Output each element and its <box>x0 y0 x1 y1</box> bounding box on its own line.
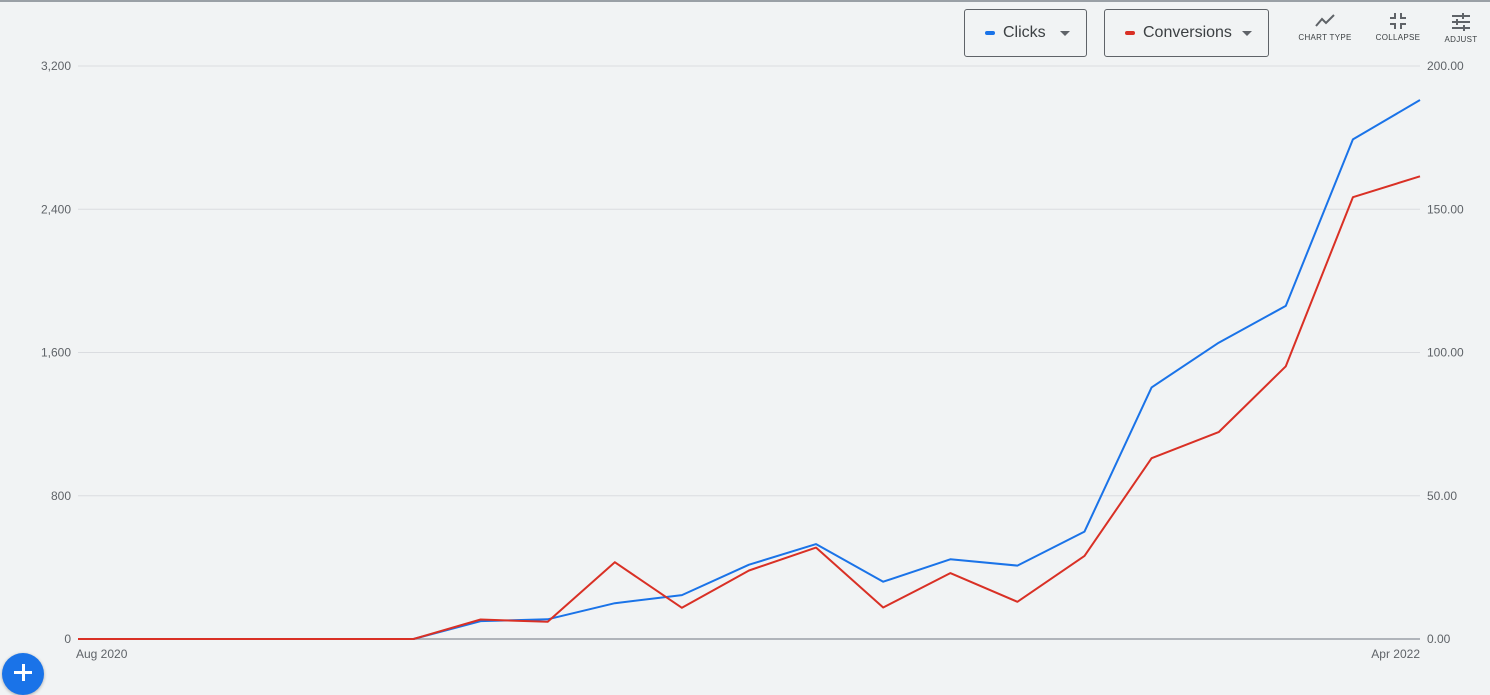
x-axis-tick-label: Apr 2022 <box>1371 647 1420 661</box>
adjust-label: ADJUST <box>1444 35 1478 44</box>
tune-icon <box>1452 13 1470 31</box>
top-divider <box>0 0 1490 2</box>
right-axis-tick-label: 100.00 <box>1427 346 1464 360</box>
series-line-clicks <box>78 99 1421 640</box>
left-axis-tick-label: 0 <box>64 632 71 646</box>
metric1-dropdown[interactable]: Clicks <box>964 9 1087 57</box>
left-axis-tick-label: 800 <box>51 489 71 503</box>
metric1-color-swatch <box>985 31 995 35</box>
line-chart-icon <box>1315 14 1335 27</box>
collapse-button[interactable]: COLLAPSE <box>1372 12 1424 42</box>
right-axis-tick-label: 0.00 <box>1427 632 1451 646</box>
left-axis-tick-label: 3,200 <box>41 59 71 73</box>
metric2-label: Conversions <box>1143 24 1232 41</box>
caret-down-icon <box>1060 30 1070 36</box>
plus-icon-stroke <box>21 664 25 681</box>
series-line-conversions <box>78 175 1421 640</box>
chart-type-label: CHART TYPE <box>1298 33 1352 42</box>
metric1-label: Clicks <box>1003 24 1046 41</box>
collapse-label: COLLAPSE <box>1375 33 1421 42</box>
right-axis-tick-label: 200.00 <box>1427 59 1464 73</box>
metric2-dropdown[interactable]: Conversions <box>1104 9 1269 57</box>
right-axis-tick-label: 50.00 <box>1427 489 1457 503</box>
x-axis-tick-label: Aug 2020 <box>76 647 128 661</box>
adjust-button[interactable]: ADJUST <box>1438 12 1484 44</box>
right-axis-tick-label: 150.00 <box>1427 202 1464 216</box>
caret-down-icon <box>1242 30 1252 36</box>
add-fab-button[interactable] <box>2 653 44 695</box>
line-chart: 0 0.00 800 50.00 1,600 100.00 2,400 150.00 3,200… <box>41 59 1464 661</box>
chart-type-button[interactable]: CHART TYPE <box>1296 12 1354 42</box>
collapse-icon <box>1390 13 1406 29</box>
left-axis-tick-label: 1,600 <box>41 346 71 360</box>
left-axis-tick-label: 2,400 <box>41 202 71 216</box>
metric2-color-swatch <box>1125 31 1135 35</box>
